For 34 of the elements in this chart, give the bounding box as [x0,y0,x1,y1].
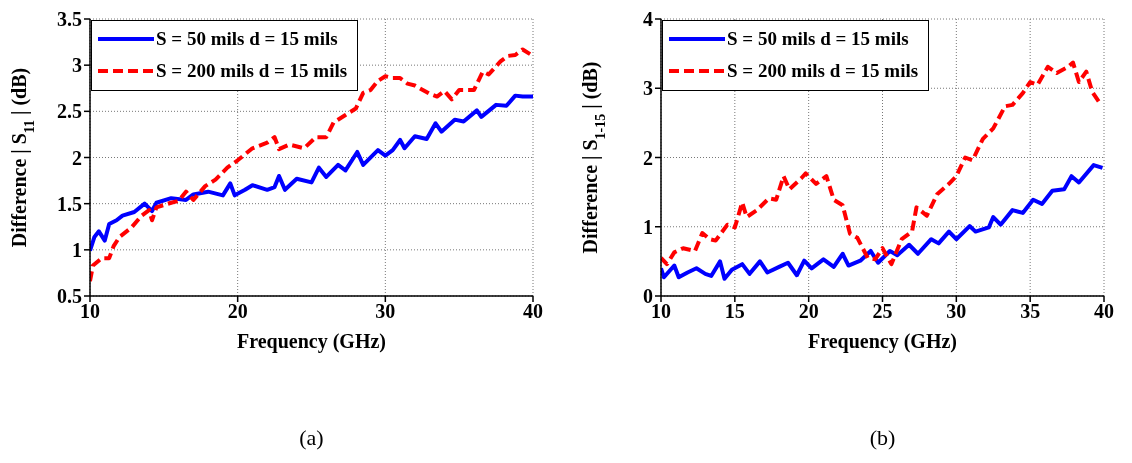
y-tick-label: 1 [643,215,653,238]
x-tick-label: 20 [798,300,819,323]
y-tick-label: 2.5 [57,100,82,123]
x-tick-label: 40 [1094,300,1114,323]
x-tick-label: 10 [651,300,671,323]
x-axis-title: Frequency (GHz) [236,330,387,353]
x-tick-label: 30 [375,300,396,323]
x-tick-label: 35 [1020,300,1041,323]
y-tick-label: 3 [72,54,82,77]
text: (b) [868,425,897,451]
x-tick-label: 10 [80,300,100,323]
y-tick-label: 3.5 [57,8,82,31]
text: (a) [298,425,325,451]
line-series [90,93,533,253]
y-tick-label: 4 [643,8,653,31]
y-tick-label: 3 [643,77,653,100]
x-axis-title: Frequency (GHz) [807,330,958,353]
y-tick-label: 1.5 [57,192,82,215]
legend-label: S = 200 mils d = 15 mils [156,60,348,82]
x-tick-label: 25 [872,300,893,323]
x-tick-label: 20 [227,300,248,323]
legend-label: S = 50 mils d = 15 mils [156,28,338,50]
line-series [661,163,1104,281]
line-series [90,47,533,284]
x-tick-label: 30 [946,300,967,323]
y-tick-label: 1 [72,238,82,261]
legend-label: S = 200 mils d = 15 mils [727,60,919,82]
y-tick-label: 2 [643,146,653,169]
y-tick-label: 0 [643,285,653,308]
x-tick-label: 40 [523,300,543,323]
x-tick-label: 15 [724,300,745,323]
y-tick-label: 2 [72,146,82,169]
y-tick-label: 0.5 [57,285,82,308]
legend-label: S = 50 mils d = 15 mils [727,28,909,50]
